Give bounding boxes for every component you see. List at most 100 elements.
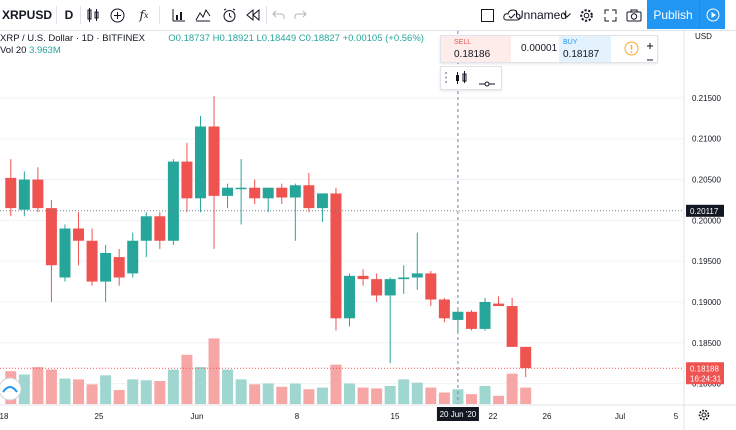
candle-body	[45, 208, 57, 266]
volume-bar	[452, 389, 464, 404]
divider	[266, 6, 267, 24]
volume-bar	[222, 369, 234, 404]
volume-bar	[479, 385, 491, 404]
candle-body	[262, 187, 274, 199]
candle-body	[276, 187, 288, 198]
line-tool-icon[interactable]	[479, 74, 495, 92]
volume-bar	[438, 392, 450, 404]
candles-icon[interactable]	[454, 70, 469, 90]
last-price-box	[686, 362, 724, 385]
cloud-icon	[501, 0, 523, 30]
volume-bar	[506, 373, 518, 404]
candle-body	[249, 187, 261, 199]
candle-body	[73, 228, 85, 241]
volume-bar	[276, 386, 288, 404]
redo-icon[interactable]	[290, 0, 310, 30]
plus-icon[interactable]	[646, 37, 654, 55]
info-icon[interactable]	[624, 41, 639, 61]
volume-bar	[208, 338, 220, 404]
interval-button[interactable]: D	[64, 8, 74, 22]
candle-body	[194, 126, 206, 199]
spread-value: 0.00001	[521, 43, 558, 54]
price-tick-label: 0.20000	[692, 216, 721, 225]
divider	[56, 6, 57, 24]
candle-body	[479, 301, 491, 329]
candle-body	[465, 311, 477, 329]
templates-icon[interactable]	[192, 0, 214, 30]
gear-icon[interactable]	[575, 0, 597, 30]
buy-button[interactable]: BUY 0.18187	[559, 36, 611, 62]
layout-name[interactable]: Unnamed	[514, 8, 568, 22]
crosshair-date-label: 20 Jun '20	[440, 410, 477, 419]
price-tick-label: 0.19500	[692, 257, 721, 266]
divider	[159, 6, 160, 24]
minus-icon[interactable]	[646, 51, 654, 69]
volume-bar	[262, 383, 274, 404]
volume-bar	[425, 387, 437, 404]
volume-bar	[100, 375, 112, 404]
volume-bar	[113, 390, 125, 404]
candlesticks	[5, 96, 532, 378]
sell-button[interactable]: SELL 0.18186	[441, 36, 511, 62]
tradingview-logo-icon	[0, 377, 22, 401]
candle-body	[208, 126, 220, 196]
candle-body	[316, 193, 328, 209]
price-chart[interactable]: 0.21500 0.21000 0.20500 0.20000 0.19500 0.190…	[0, 31, 736, 430]
time-tick-label: 22	[489, 412, 498, 421]
volume-bar	[18, 374, 30, 404]
camera-icon[interactable]	[623, 0, 645, 30]
price-tick-label: 0.21000	[692, 135, 721, 144]
chart-grid	[0, 97, 683, 385]
ohlc-change: +0.00105 (+0.56%)	[342, 33, 424, 44]
drag-handle-icon[interactable]	[444, 71, 448, 89]
ohlc-high: H0.18921	[212, 33, 254, 44]
volume-bar	[303, 389, 315, 404]
volume-bar	[181, 354, 193, 404]
countdown-label: 16:24:31	[690, 374, 722, 383]
fullscreen-icon[interactable]	[599, 0, 621, 30]
time-axis: 18 25 Jun 8 15 22 26 Jul 5 20 Jun '20	[0, 404, 736, 421]
chart-legend: XRP / U.S. Dollar · 1D · BITFINEX O0.187…	[0, 32, 424, 46]
volume-bar	[45, 369, 57, 404]
candle-body	[398, 277, 410, 280]
layout-select-icon[interactable]	[476, 0, 498, 30]
time-tick-label: 26	[543, 412, 552, 421]
candle-body	[140, 216, 152, 241]
candles-style-icon[interactable]	[82, 0, 104, 30]
axis-settings-gear-icon[interactable]	[698, 409, 710, 421]
play-icon[interactable]	[699, 0, 725, 29]
volume-bar	[167, 369, 179, 404]
volume-bar	[316, 387, 328, 404]
candle-body	[235, 187, 247, 190]
volume-bar	[493, 395, 505, 404]
symbol-title[interactable]: XRP / U.S. Dollar · 1D · BITFINEX	[0, 33, 145, 44]
volume-label[interactable]: Vol 20	[0, 45, 27, 56]
candle-body	[222, 187, 234, 196]
financials-icon[interactable]	[168, 0, 190, 30]
crosshair-price-box	[686, 204, 724, 217]
volume-bar	[520, 387, 532, 404]
alert-clock-icon[interactable]	[218, 0, 240, 30]
replay-icon[interactable]	[242, 0, 264, 30]
publish-button[interactable]: Publish	[647, 0, 699, 29]
time-tick-label: 18	[0, 412, 9, 421]
volume-bar	[357, 387, 369, 404]
volume-bar	[411, 382, 423, 404]
candle-body	[59, 228, 71, 278]
undo-icon[interactable]	[268, 0, 288, 30]
candle-body	[86, 240, 98, 282]
volume-bar	[398, 379, 410, 404]
time-tick-label: Jun	[191, 412, 204, 421]
volume-bar	[344, 383, 356, 404]
symbol-search-button[interactable]: XRPUSD	[2, 8, 53, 22]
chevron-down-icon[interactable]	[561, 0, 573, 30]
time-tick-label: Jul	[615, 412, 625, 421]
candle-body	[100, 253, 112, 282]
buy-label: BUY	[563, 39, 578, 46]
compare-add-icon[interactable]	[106, 0, 128, 30]
last-price-label: 0.18188	[690, 364, 719, 373]
candle-body	[289, 185, 301, 198]
volume-bar	[154, 381, 166, 404]
